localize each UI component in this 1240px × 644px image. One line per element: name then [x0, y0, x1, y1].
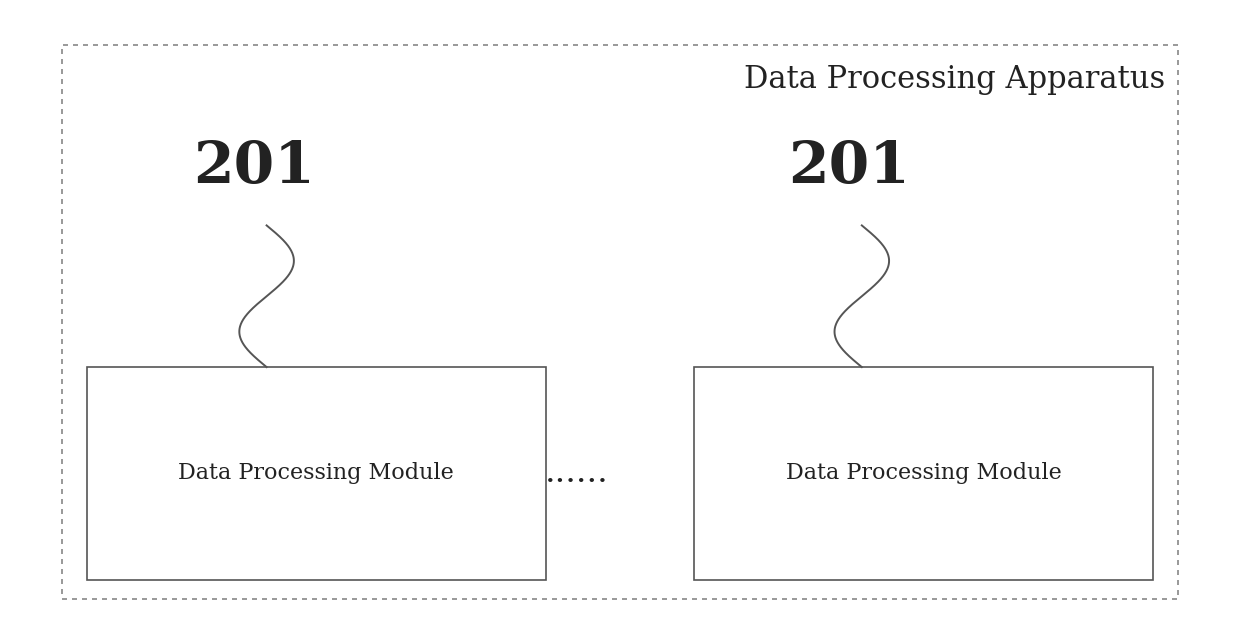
Bar	[87, 367, 546, 580]
Text: Data Processing Apparatus: Data Processing Apparatus	[744, 64, 1166, 95]
Text: ......: ......	[544, 457, 609, 489]
Text: 201: 201	[193, 140, 315, 195]
Text: 201: 201	[789, 140, 910, 195]
Bar	[62, 45, 1178, 599]
Text: Data Processing Module: Data Processing Module	[786, 462, 1061, 484]
Bar	[694, 367, 1153, 580]
Text: Data Processing Module: Data Processing Module	[179, 462, 454, 484]
